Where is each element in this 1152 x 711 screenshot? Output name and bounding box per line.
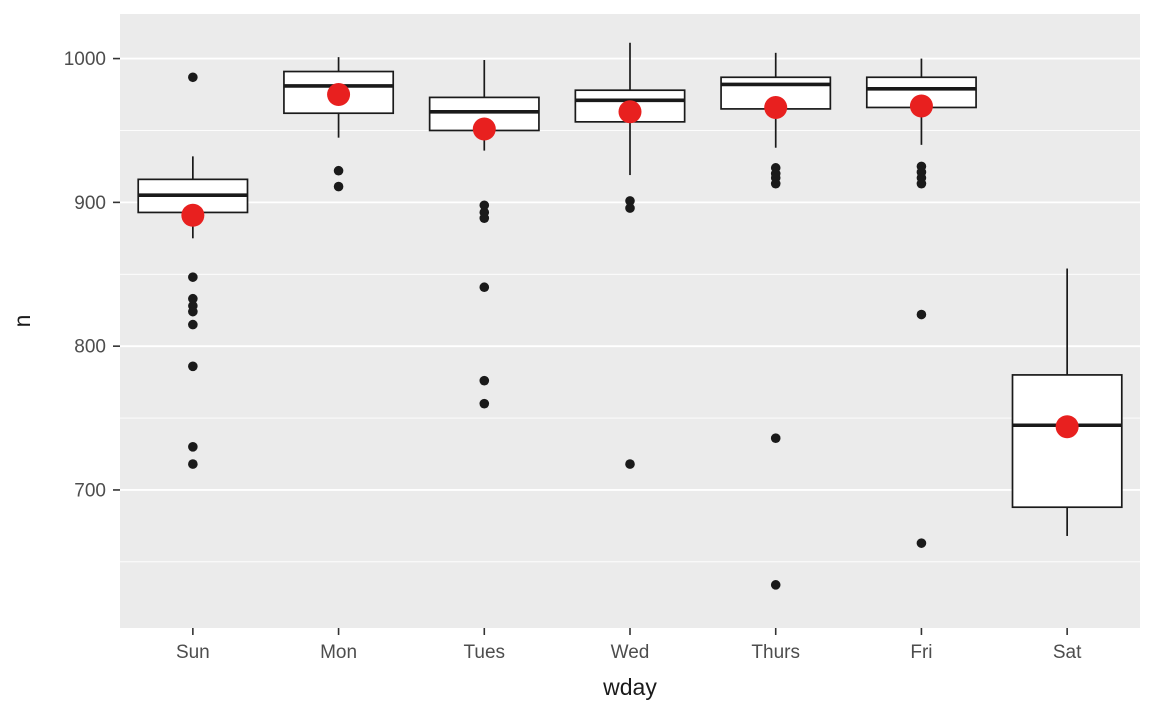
boxplot-mon [283, 57, 395, 192]
boxplot-layer [137, 42, 1123, 590]
outlier-dot [770, 580, 781, 590]
outlier-dot [625, 203, 635, 213]
boxplot-thurs [720, 52, 832, 590]
outlier-dot [770, 433, 781, 443]
outlier-dot [916, 309, 927, 320]
outlier-dot [916, 538, 927, 548]
x-tick-label: Fri [910, 642, 932, 663]
y-tick-label: 900 [74, 193, 106, 214]
outlier-dot [188, 293, 198, 304]
iqr-box [1011, 374, 1123, 509]
outlier-dot [188, 72, 198, 83]
outlier-dot [479, 213, 490, 223]
x-tick-label: Sat [1053, 642, 1082, 663]
outlier-dot [188, 459, 198, 469]
outlier-dot [333, 165, 344, 176]
outlier-dot [188, 319, 198, 330]
outlier-dot [188, 361, 198, 372]
iqr-box [283, 70, 395, 115]
y-tick-label: 700 [74, 480, 106, 501]
x-tick-label: Wed [611, 642, 650, 663]
outlier-dot [916, 178, 927, 189]
mean-point [764, 95, 788, 119]
outlier-dot [479, 375, 490, 386]
y-tick-label: 800 [74, 337, 106, 358]
gridline-layer [120, 57, 1140, 563]
mean-point [472, 117, 496, 141]
boxplot-fri [865, 58, 977, 548]
mean-point [327, 83, 351, 107]
boxplot-sat [1011, 268, 1123, 536]
boxplot-tues [428, 60, 540, 409]
outlier-dot [188, 442, 198, 452]
mean-point [618, 100, 642, 124]
mean-point [909, 94, 933, 118]
outlier-dot [188, 306, 198, 317]
y-axis-title: n [9, 315, 35, 328]
x-tick-label: Tues [464, 642, 506, 663]
x-tick-label: Thurs [751, 642, 800, 663]
outlier-dot [333, 181, 344, 192]
x-tick-label: Mon [320, 642, 357, 663]
outlier-dot [479, 282, 490, 293]
x-tick-label: Sun [176, 642, 210, 663]
y-tick-label: 1000 [64, 49, 106, 70]
outlier-dot [188, 272, 198, 282]
boxplot-sun [137, 72, 249, 469]
x-axis-title: wday [602, 674, 657, 700]
boxplot-wed [574, 42, 686, 469]
axis-layer: 700 800 900 1000 Sun Mon Tues Wed Thurs Fri Sat [64, 49, 1082, 663]
outlier-dot [625, 196, 635, 206]
outlier-dot [479, 200, 490, 211]
mean-point [181, 203, 205, 227]
outlier-dot [625, 459, 635, 469]
outlier-dot [479, 398, 490, 409]
mean-point [1055, 415, 1079, 439]
outlier-dot [770, 178, 781, 189]
